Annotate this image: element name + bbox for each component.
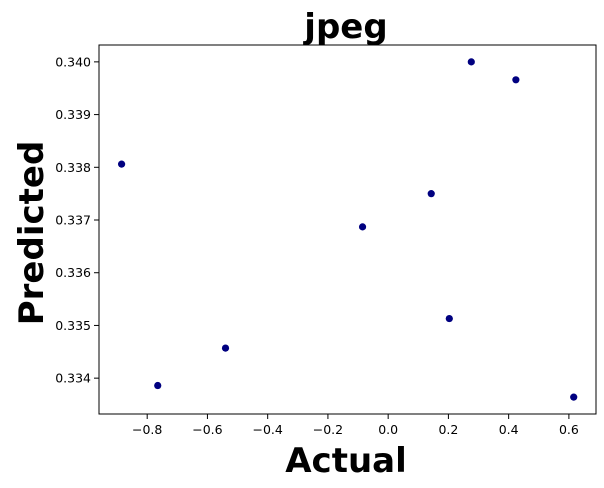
scatter-point — [467, 58, 475, 66]
scatter-point — [445, 314, 453, 323]
x-axis: −0.8 −0.6 −0.4 −0.2 0.0 0.2 0.4 0.6 — [132, 414, 579, 437]
x-tick-label: 0.6 — [559, 422, 579, 437]
plot-area-frame — [98, 44, 597, 415]
y-tick-label: 0.339 — [55, 107, 91, 122]
scatter-point — [221, 344, 230, 352]
x-axis-label: Actual — [285, 441, 407, 481]
scatter-point — [154, 381, 162, 390]
x-tick-label: −0.4 — [252, 422, 282, 437]
y-tick-label: 0.336 — [55, 265, 91, 280]
x-tick-label: 0.2 — [438, 422, 458, 437]
x-tick-label: 0.4 — [499, 422, 519, 437]
x-tick-label: 0.0 — [378, 422, 398, 437]
scatter-point — [570, 393, 578, 401]
x-tick-label: −0.2 — [313, 422, 343, 437]
y-tick-label: 0.334 — [55, 371, 91, 386]
y-tick-label: 0.338 — [55, 160, 91, 175]
scatter-point — [358, 223, 367, 231]
y-tick-label: 0.340 — [55, 54, 91, 69]
y-tick-label: 0.337 — [55, 213, 91, 228]
scatter-point — [512, 76, 520, 84]
x-tick-label: −0.8 — [132, 422, 162, 437]
scatter-point — [427, 190, 435, 198]
chart-title: jpeg — [302, 7, 387, 47]
y-axis: 0.334 0.335 0.336 0.337 0.338 0.339 0.340 — [55, 54, 99, 386]
data-points — [117, 58, 578, 401]
x-tick-label: −0.6 — [192, 422, 222, 437]
y-tick-label: 0.335 — [55, 318, 91, 333]
scatter-point — [117, 160, 126, 168]
y-axis-label: Predicted — [12, 141, 52, 326]
